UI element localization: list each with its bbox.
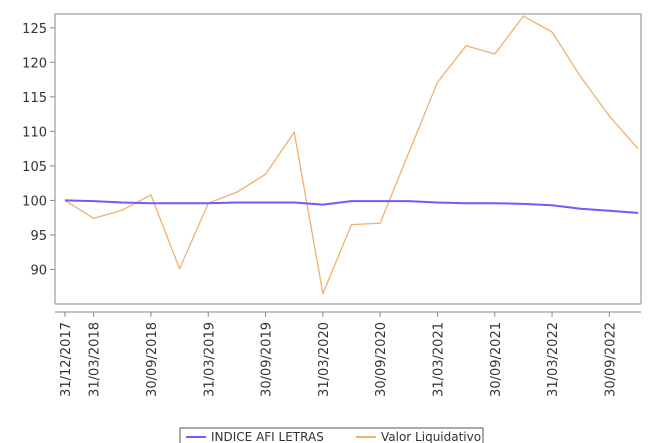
- series-line-indice-afi-letras: [64, 199, 639, 214]
- x-tick-label: 31/03/2022: [546, 322, 561, 397]
- y-tick-label: 110: [22, 125, 47, 140]
- plot-area: [54, 13, 642, 305]
- x-tick-label: 30/09/2020: [374, 322, 389, 397]
- x-tick-label: 31/03/2019: [202, 322, 217, 397]
- y-tick-label: 100: [22, 194, 47, 209]
- y-axis: 90 95 100 105 110 115 120 125: [22, 22, 55, 278]
- y-tick-label: 105: [22, 160, 47, 175]
- y-tick-label: 120: [22, 56, 47, 71]
- x-tick-label: 31/03/2021: [431, 322, 446, 397]
- y-tick-label: 90: [30, 263, 47, 278]
- x-tick-label: 31/03/2018: [88, 322, 103, 397]
- legend-box: [179, 427, 484, 443]
- legend-label-valor-liquidativo: Valor Liquidativo: [381, 430, 481, 443]
- y-tick-label: 95: [30, 229, 47, 244]
- legend-label-indice-afi-letras: INDICE AFI LETRAS: [211, 430, 324, 443]
- x-tick-label: 31/03/2020: [317, 322, 332, 397]
- x-tick-label: 31/12/2017: [59, 322, 74, 397]
- series-layer: [64, 15, 639, 295]
- x-axis: 31/12/2017 31/03/2018 30/09/2018 31/03/2019…: [55, 311, 641, 397]
- series-line-valor-liquidativo: [64, 15, 639, 295]
- x-tick-label: 30/09/2022: [603, 322, 618, 397]
- y-tick-label: 125: [22, 22, 47, 37]
- x-tick-label: 30/09/2018: [145, 322, 160, 397]
- x-tick-label: 30/09/2019: [260, 322, 275, 397]
- legend: INDICE AFI LETRAS Valor Liquidativo: [179, 427, 484, 443]
- plot-frame: [54, 13, 642, 305]
- x-tick-label: 30/09/2021: [489, 322, 504, 397]
- y-tick-label: 115: [22, 91, 47, 106]
